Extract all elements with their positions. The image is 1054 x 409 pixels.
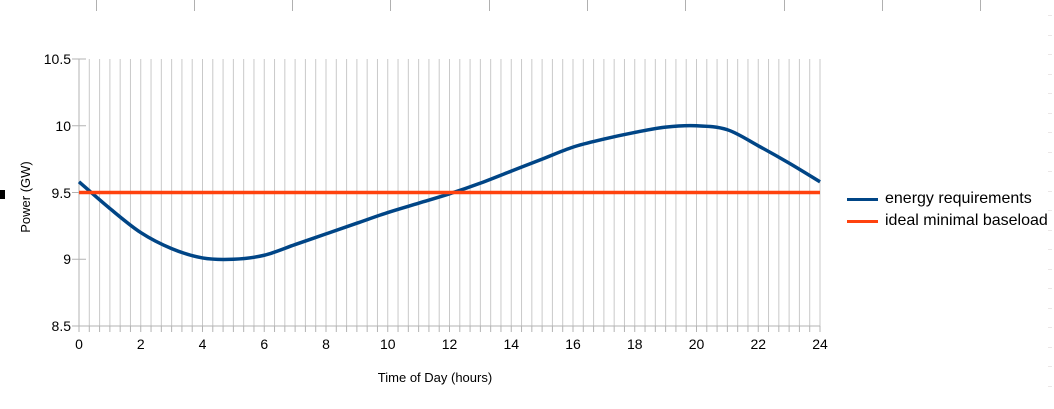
spreadsheet-row-border — [1048, 288, 1052, 289]
spreadsheet-row-border — [1048, 190, 1052, 192]
x-tick-label: 16 — [565, 336, 581, 352]
y-axis-title: Power (GW) — [18, 161, 33, 233]
y-tick-label: 9.5 — [51, 184, 71, 201]
spreadsheet-row-border — [1048, 93, 1052, 94]
spreadsheet-row-border — [1048, 307, 1052, 309]
x-tick-label: 24 — [812, 336, 828, 352]
spreadsheet-row-border — [1048, 346, 1052, 348]
spreadsheet-row-border — [1048, 327, 1052, 328]
legend-item-energy-requirements: energy requirements — [847, 188, 1048, 210]
legend-label: energy requirements — [885, 190, 1032, 207]
spreadsheet-row-border — [1048, 73, 1052, 75]
x-tick-label: 18 — [626, 336, 643, 352]
x-tick-label: 8 — [322, 336, 330, 352]
spreadsheet-row-border — [1048, 34, 1052, 36]
spreadsheet-cell-border — [488, 0, 490, 11]
x-tick-label: 20 — [688, 336, 705, 352]
spreadsheet-cell-border — [292, 0, 294, 11]
spreadsheet-cell-border — [95, 0, 97, 11]
x-tick-label: 10 — [379, 336, 396, 352]
x-tick-label: 6 — [260, 336, 269, 352]
legend-line-swatch-blue — [847, 197, 878, 201]
spreadsheet-cell-border — [390, 0, 392, 11]
spreadsheet-row-border — [1048, 171, 1052, 172]
spreadsheet-cell-border — [685, 0, 687, 11]
x-tick-label: 0 — [75, 336, 83, 352]
x-axis-title: Time of Day (hours) — [377, 370, 493, 385]
spreadsheet-row-border — [1048, 229, 1052, 231]
spreadsheet-cell-border — [783, 0, 785, 11]
spreadsheet-cell-border — [587, 0, 589, 11]
spreadsheet-row-border — [1048, 385, 1052, 387]
y-tick-label: 10.5 — [43, 51, 71, 67]
spreadsheet-row-border — [1048, 112, 1052, 114]
chart-selection-handle[interactable] — [0, 190, 5, 199]
spreadsheet-row-border — [1048, 268, 1052, 270]
spreadsheet-row-border — [1048, 210, 1052, 211]
spreadsheet-cell-border — [882, 0, 884, 11]
x-tick-label: 12 — [441, 336, 458, 352]
x-tick-label: 4 — [198, 336, 207, 352]
spreadsheet-row-border — [1048, 151, 1052, 153]
x-tick-label: 14 — [503, 336, 520, 352]
spreadsheet-cell-border — [193, 0, 195, 11]
chart-legend: energy requirements ideal minimal baselo… — [847, 188, 1048, 232]
x-tick-label: 2 — [136, 336, 145, 352]
y-tick-label: 9 — [63, 251, 71, 268]
y-tick-label: 10 — [55, 117, 71, 134]
spreadsheet-row-border — [1048, 366, 1052, 367]
spreadsheet-row-border — [1048, 249, 1052, 250]
legend-item-ideal-minimal-baseload: ideal minimal baseload — [847, 210, 1048, 232]
legend-label: ideal minimal baseload — [885, 212, 1048, 229]
spreadsheet-row-border — [1048, 54, 1052, 55]
spreadsheet-cell-border — [980, 0, 982, 11]
spreadsheet-row-border — [1048, 15, 1052, 16]
spreadsheet-row-border — [1048, 132, 1052, 133]
legend-line-swatch-orange — [847, 219, 878, 223]
y-tick-label: 8.5 — [51, 318, 71, 334]
x-tick-label: 22 — [750, 336, 767, 352]
